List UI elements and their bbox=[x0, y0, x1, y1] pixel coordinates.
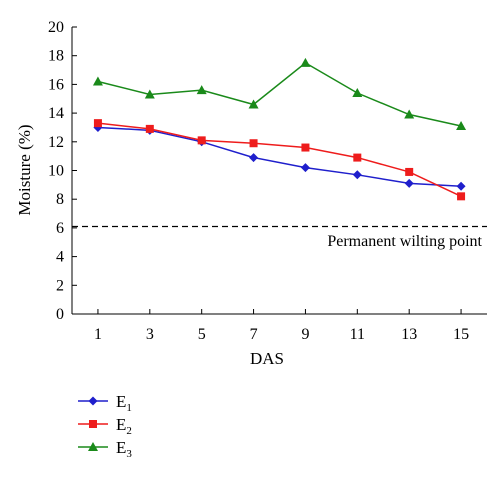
series-e3-point bbox=[300, 57, 311, 67]
y-tick-label: 8 bbox=[56, 191, 64, 208]
series-e3-point bbox=[92, 76, 103, 86]
legend-e1-label: E1 bbox=[116, 392, 132, 414]
y-tick-label: 6 bbox=[56, 220, 64, 237]
series-e3-point bbox=[456, 121, 467, 131]
x-tick-label: 1 bbox=[94, 326, 102, 343]
legend-e2-marker bbox=[89, 420, 97, 428]
y-tick-label: 14 bbox=[48, 105, 64, 122]
x-tick-label: 9 bbox=[301, 326, 309, 343]
x-tick-label: 13 bbox=[401, 326, 417, 343]
x-tick-label: 7 bbox=[250, 326, 258, 343]
y-axis-label: Moisture (%) bbox=[15, 124, 34, 215]
y-tick-label: 12 bbox=[48, 134, 64, 151]
y-tick-label: 4 bbox=[56, 249, 64, 266]
series-e1-point bbox=[300, 163, 310, 173]
series-e2-point bbox=[353, 153, 362, 162]
permanent-wilting-point-label: Permanent wilting point bbox=[327, 233, 482, 250]
series-e1-point bbox=[404, 178, 414, 188]
series-e1-line bbox=[97, 126, 462, 188]
y-tick-label: 20 bbox=[48, 19, 64, 36]
series-e1-point bbox=[352, 170, 362, 180]
legend-e3-marker bbox=[88, 442, 98, 451]
x-tick-label: 11 bbox=[350, 326, 365, 343]
series-e3-point bbox=[352, 88, 363, 98]
series-e3-line bbox=[97, 61, 462, 127]
series-e2-point bbox=[457, 192, 466, 201]
series-e1-point bbox=[456, 181, 466, 191]
legend-e1-marker bbox=[88, 396, 98, 406]
series-e3-point bbox=[248, 99, 259, 109]
series-e3-point bbox=[196, 85, 207, 95]
series-e2-point bbox=[93, 119, 102, 128]
series-e2-point bbox=[405, 167, 414, 176]
y-tick-label: 0 bbox=[56, 306, 64, 323]
x-tick-label: 3 bbox=[146, 326, 154, 343]
series-e3-point bbox=[404, 109, 415, 119]
series-e2-point bbox=[197, 136, 206, 145]
x-axis-label: DAS bbox=[250, 349, 284, 368]
series-e3-point bbox=[144, 89, 155, 99]
series-e2-line bbox=[97, 122, 462, 198]
x-tick-label: 15 bbox=[453, 326, 469, 343]
y-tick-label: 16 bbox=[48, 76, 64, 93]
y-tick-label: 10 bbox=[48, 163, 64, 180]
series-e2-point bbox=[301, 143, 310, 152]
y-tick-label: 18 bbox=[48, 48, 64, 65]
series-e1-point bbox=[249, 153, 259, 163]
legend-e3-label: E3 bbox=[116, 438, 132, 460]
y-tick-label: 2 bbox=[56, 277, 64, 294]
legend-e2-label: E2 bbox=[116, 415, 132, 437]
series-e2-point bbox=[145, 124, 154, 133]
series-e2-point bbox=[249, 139, 258, 148]
x-tick-label: 5 bbox=[198, 326, 206, 343]
